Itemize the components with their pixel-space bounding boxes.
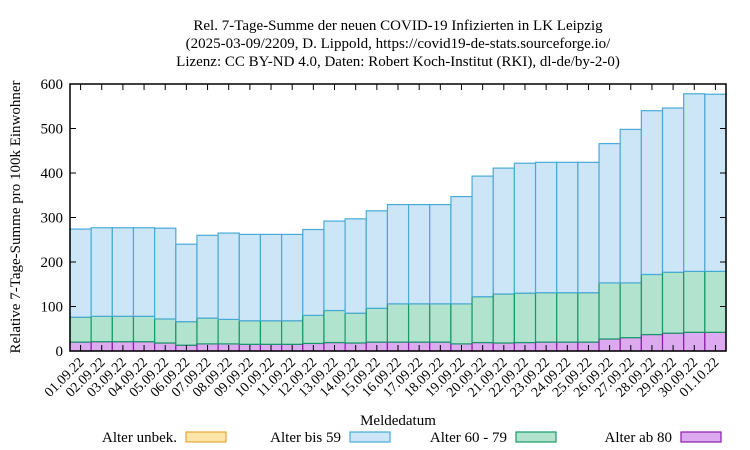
bar-segment-alter-60-79-24 [577,292,600,343]
bar-segment-alter-60-79-22 [534,292,558,343]
bar-segment-alter-bis-59-21 [513,162,537,294]
chart-title-line-3: Lizenz: CC BY-ND 4.0, Daten: Robert Koch… [176,54,620,70]
y-tick-label-100: 100 [41,300,64,316]
bar-segment-alter-60-79-4 [154,318,177,344]
x-axis-title: Meldedatum [360,413,436,429]
legend-label-alter-unbek-: Alter unbek. [102,430,177,446]
bar-segment-alter-bis-59-12 [323,220,346,312]
bar-segment-alter-60-79-7 [217,318,240,345]
bar-segment-alter-60-79-2 [111,315,135,343]
bar-segment-alter-bis-59-2 [111,227,135,317]
chart-title: Rel. 7-Tage-Summe der neuen COVID-19 Inf… [176,18,620,70]
bar-segment-alter-60-79-13 [344,312,367,344]
bar-segment-alter-60-79-21 [513,292,537,344]
bar-segment-alter-bis-59-15 [386,203,410,305]
bar-segment-alter-60-79-11 [302,314,325,345]
bar-stacks [69,93,727,352]
chart-title-line-1: Rel. 7-Tage-Summe der neuen COVID-19 Inf… [193,18,603,34]
bar-segment-alter-bis-59-24 [577,161,600,294]
bar-segment-alter-bis-59-0 [69,228,92,318]
y-tick-label-200: 200 [41,255,64,271]
bar-segment-alter-bis-59-8 [238,233,262,322]
bar-segment-alter-60-79-20 [492,293,515,344]
bar-segment-alter-bis-59-11 [302,228,325,316]
bar-segment-alter-60-79-6 [196,317,219,345]
bar-segment-alter-bis-59-30 [704,93,727,272]
bar-segment-alter-bis-59-5 [175,243,198,323]
bar-segment-alter-60-79-1 [90,315,113,343]
bar-segment-alter-60-79-3 [132,315,156,343]
bar-segment-alter-60-79-0 [69,316,92,343]
bar-segment-alter-60-79-12 [323,309,346,344]
y-tick-label-0: 0 [56,344,64,360]
bar-segment-alter-bis-59-10 [281,233,304,322]
bar-segment-alter-60-79-8 [238,320,262,345]
bar-segment-alter-bis-59-9 [259,233,283,322]
bar-segment-alter-bis-59-7 [217,232,240,321]
legend-swatch-alter-unbek- [185,431,227,443]
bar-segment-alter-bis-59-17 [429,203,452,305]
y-axis: 0 100 200 300 400 500 600 [41,77,726,360]
legend-label-alter-bis-59: Alter bis 59 [270,430,341,446]
bar-segment-alter-60-79-27 [640,273,664,336]
legend-swatch-alter-bis-59 [349,431,391,443]
bar-segment-alter-60-79-16 [407,303,431,343]
legend: Alter unbek. Alter bis 59 Alter 60 - 79 Alt… [102,430,722,446]
legend-swatch-alter-ab-80 [680,431,722,443]
bar-segment-alter-bis-59-22 [534,161,558,294]
bar-segment-alter-60-79-18 [450,303,473,345]
bar-segment-alter-bis-59-18 [450,195,473,305]
bar-segment-alter-bis-59-27 [640,110,664,276]
legend-label-alter-ab-80: Alter ab 80 [605,430,672,446]
bar-segment-alter-60-79-23 [556,292,579,343]
bar-segment-alter-60-79-28 [661,271,685,334]
bar-segment-alter-bis-59-4 [154,227,177,320]
bar-segment-alter-bis-59-6 [196,234,219,319]
bar-segment-alter-bis-59-16 [407,203,431,305]
bar-segment-alter-60-79-29 [683,270,706,333]
bar-segment-alter-60-79-26 [619,282,642,339]
y-tick-label-400: 400 [41,166,64,182]
bar-segment-alter-60-79-9 [259,320,283,345]
bar-segment-alter-bis-59-13 [344,218,367,314]
bar-segment-alter-60-79-17 [429,303,452,343]
bar-segment-alter-60-79-15 [386,303,410,343]
bar-segment-alter-bis-59-1 [90,227,113,317]
bar-segment-alter-60-79-5 [175,321,198,346]
bar-segment-alter-60-79-14 [365,307,389,343]
bar-segment-alter-bis-59-29 [683,93,706,272]
y-tick-label-500: 500 [41,122,64,138]
bar-segment-alter-bis-59-20 [492,167,515,295]
bar-segment-alter-60-79-19 [471,296,494,344]
bar-segment-alter-bis-59-14 [365,210,389,309]
y-tick-label-600: 600 [41,77,64,93]
bar-segment-alter-60-79-10 [281,320,304,345]
bar-segment-alter-bis-59-26 [619,128,642,284]
bar-segment-alter-bis-59-23 [556,161,579,294]
bar-segment-alter-bis-59-3 [132,227,156,317]
bar-segment-alter-60-79-30 [704,270,727,333]
y-axis-title: Relative 7-Tage-Summe pro 100k Einwohner [8,80,24,353]
y-tick-label-300: 300 [41,211,64,227]
chart-title-line-2: (2025-03-09/2209, D. Lippold, https://co… [186,36,611,52]
legend-label-alter-60-79: Alter 60 - 79 [430,430,507,446]
bar-segment-alter-bis-59-28 [661,107,685,273]
bar-segment-alter-bis-59-25 [598,143,621,284]
bar-segment-alter-bis-59-19 [471,175,494,298]
legend-swatch-alter-60-79 [515,431,557,443]
bar-segment-alter-60-79-25 [598,282,621,340]
